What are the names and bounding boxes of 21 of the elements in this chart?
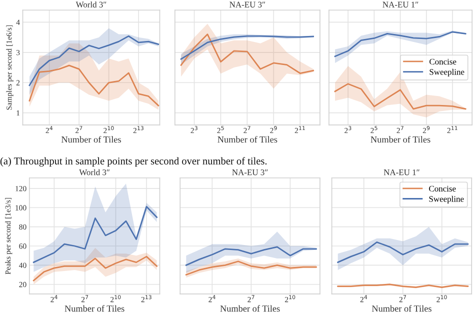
- legend-label: Sweepline: [429, 196, 464, 204]
- chart-title: World 3″: [79, 169, 110, 176]
- legend-label: Concise: [429, 186, 456, 192]
- chart-title: NA-EU 1″: [382, 2, 418, 8]
- line-series: [28, 35, 160, 86]
- line-series: [32, 206, 158, 264]
- text: (a) Throughput in sample points per second over number of tiles.: [0, 157, 267, 167]
- x-axis-title: Number of Tiles: [370, 136, 430, 143]
- chart-title: NA-EU 1″: [384, 170, 420, 176]
- line-series: [28, 64, 160, 106]
- x-axis-title: Number of Tiles: [64, 305, 124, 312]
- x-axis-title: Number of Tiles: [61, 136, 121, 143]
- legend-label: Sweepline: [430, 68, 464, 77]
- x-axis-title: Number of Tiles: [372, 305, 432, 312]
- x-axis-title: Number of Tiles: [220, 305, 280, 312]
- x-axis-title: Number of Tiles: [218, 136, 278, 143]
- chart-title: World 3″: [76, 1, 106, 8]
- legend-label: Concise: [430, 58, 456, 65]
- chart-title: NA-EU 3″: [230, 2, 266, 8]
- line-series: [32, 256, 158, 282]
- chart-title: NA-EU 3″: [232, 170, 268, 176]
